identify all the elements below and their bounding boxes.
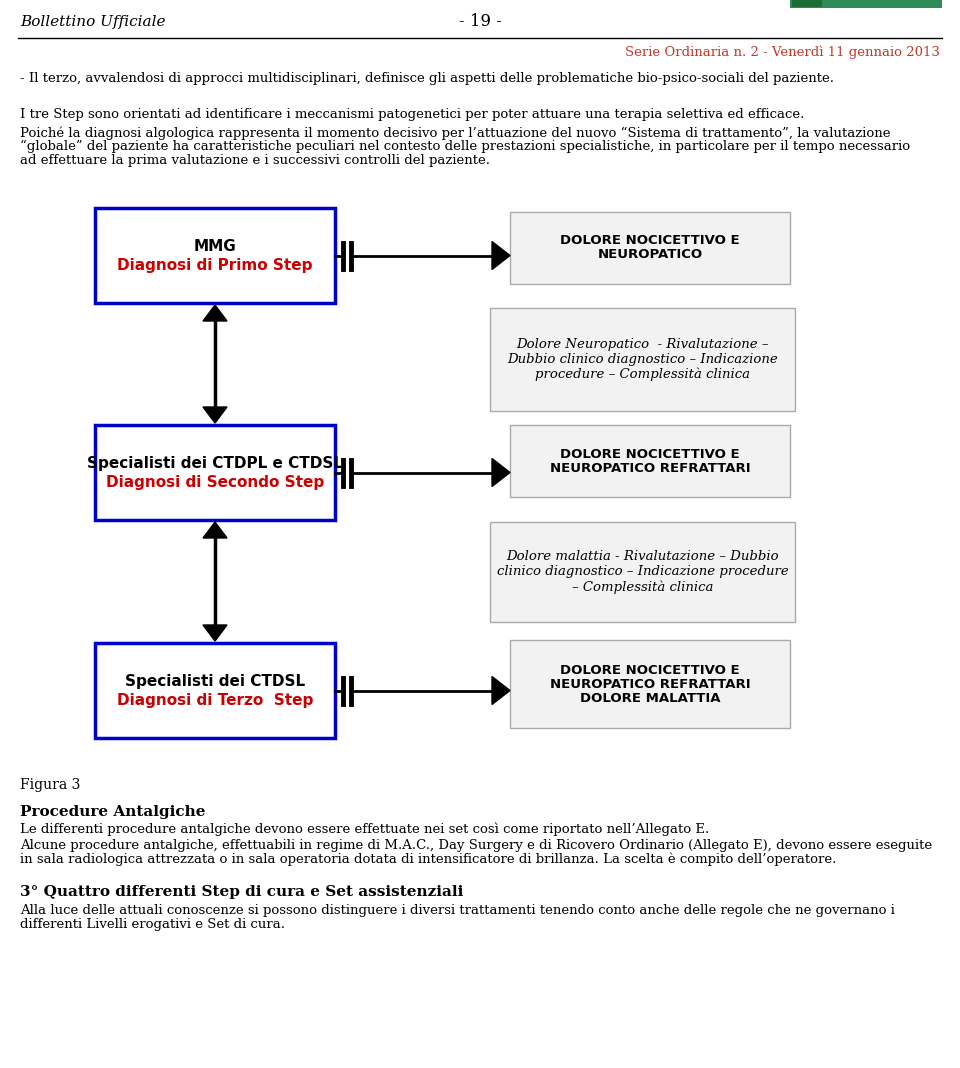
Text: Specialisti dei CTDSL: Specialisti dei CTDSL xyxy=(125,674,305,689)
Text: NEUROPATICO REFRATTARI: NEUROPATICO REFRATTARI xyxy=(550,677,751,691)
FancyBboxPatch shape xyxy=(95,208,335,303)
Text: ad effettuare la prima valutazione e i successivi controlli del paziente.: ad effettuare la prima valutazione e i s… xyxy=(20,154,490,167)
Polygon shape xyxy=(203,625,227,641)
FancyBboxPatch shape xyxy=(510,640,790,728)
Polygon shape xyxy=(203,522,227,538)
FancyBboxPatch shape xyxy=(490,308,795,411)
Text: in sala radiologica attrezzata o in sala operatoria dotata di intensificatore di: in sala radiologica attrezzata o in sala… xyxy=(20,853,836,866)
Text: ✱: ✱ xyxy=(800,13,815,31)
Text: Poiché la diagnosi algologica rappresenta il momento decisivo per l’attuazione d: Poiché la diagnosi algologica rappresent… xyxy=(20,126,891,140)
Text: Lombardia: Lombardia xyxy=(828,21,908,34)
Text: Dolore Neuropatico  - Rivalutazione –: Dolore Neuropatico - Rivalutazione – xyxy=(516,337,769,351)
Text: Dolore malattia - Rivalutazione – Dubbio: Dolore malattia - Rivalutazione – Dubbio xyxy=(506,550,779,564)
Text: Serie Ordinaria n. 2 - Venerdì 11 gennaio 2013: Serie Ordinaria n. 2 - Venerdì 11 gennai… xyxy=(625,45,940,59)
FancyBboxPatch shape xyxy=(95,425,335,520)
Text: “globale” del paziente ha caratteristiche peculiari nel contesto delle prestazio: “globale” del paziente ha caratteristich… xyxy=(20,140,910,153)
Text: Figura 3: Figura 3 xyxy=(20,778,81,792)
FancyBboxPatch shape xyxy=(95,643,335,738)
Polygon shape xyxy=(492,241,510,269)
Text: Procedure Antalgiche: Procedure Antalgiche xyxy=(20,805,205,819)
FancyBboxPatch shape xyxy=(490,522,795,622)
Text: DOLORE MALATTIA: DOLORE MALATTIA xyxy=(580,691,720,705)
Text: I tre Step sono orientati ad identificare i meccanismi patogenetici per poter at: I tre Step sono orientati ad identificar… xyxy=(20,108,804,121)
Text: Bollettino Ufficiale: Bollettino Ufficiale xyxy=(20,15,165,29)
Text: Alla luce delle attuali conoscenze si possono distinguere i diversi trattamenti : Alla luce delle attuali conoscenze si po… xyxy=(20,904,895,917)
Text: Diagnosi di Secondo Step: Diagnosi di Secondo Step xyxy=(106,475,324,490)
FancyBboxPatch shape xyxy=(792,0,822,7)
Text: MMG: MMG xyxy=(194,239,236,254)
Text: DOLORE NOCICETTIVO E: DOLORE NOCICETTIVO E xyxy=(561,447,740,460)
Polygon shape xyxy=(492,676,510,705)
Text: procedure – Complessità clinica: procedure – Complessità clinica xyxy=(535,367,750,381)
Text: DOLORE NOCICETTIVO E: DOLORE NOCICETTIVO E xyxy=(561,663,740,676)
FancyBboxPatch shape xyxy=(510,425,790,497)
Text: 3° Quattro differenti Step di cura e Set assistenziali: 3° Quattro differenti Step di cura e Set… xyxy=(20,885,464,899)
Text: clinico diagnostico – Indicazione procedure: clinico diagnostico – Indicazione proced… xyxy=(496,565,788,579)
Text: Diagnosi di Primo Step: Diagnosi di Primo Step xyxy=(117,258,313,273)
FancyBboxPatch shape xyxy=(510,213,790,284)
Polygon shape xyxy=(492,458,510,487)
Text: Dubbio clinico diagnostico – Indicazione: Dubbio clinico diagnostico – Indicazione xyxy=(507,354,778,366)
Text: Alcune procedure antalgiche, effettuabili in regime di M.A.C., Day Surgery e di : Alcune procedure antalgiche, effettuabil… xyxy=(20,839,932,852)
Text: - Il terzo, avvalendosi di approcci multidisciplinari, definisce gli aspetti del: - Il terzo, avvalendosi di approcci mult… xyxy=(20,72,834,85)
Text: Le differenti procedure antalgiche devono essere effettuate nei set così come ri: Le differenti procedure antalgiche devon… xyxy=(20,823,709,836)
Text: Regione: Regione xyxy=(828,9,889,21)
Text: Diagnosi di Terzo  Step: Diagnosi di Terzo Step xyxy=(117,693,313,708)
Text: Specialisti dei CTDPL e CTDSL: Specialisti dei CTDPL e CTDSL xyxy=(87,456,343,471)
Text: differenti Livelli erogativi e Set di cura.: differenti Livelli erogativi e Set di cu… xyxy=(20,918,285,931)
Text: NEUROPATICO REFRATTARI: NEUROPATICO REFRATTARI xyxy=(550,461,751,474)
Text: – Complessità clinica: – Complessità clinica xyxy=(572,580,713,594)
Text: - 19 -: - 19 - xyxy=(459,14,501,31)
Polygon shape xyxy=(203,407,227,423)
Text: NEUROPATICO: NEUROPATICO xyxy=(597,249,703,262)
FancyBboxPatch shape xyxy=(790,0,942,7)
Polygon shape xyxy=(203,305,227,321)
Text: DOLORE NOCICETTIVO E: DOLORE NOCICETTIVO E xyxy=(561,235,740,248)
